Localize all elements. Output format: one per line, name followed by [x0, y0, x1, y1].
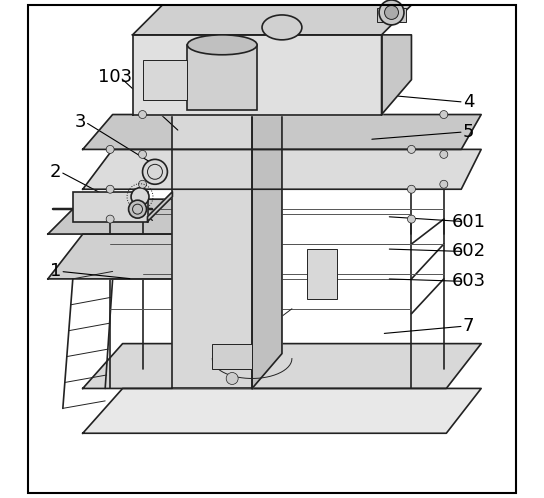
Text: 3: 3: [75, 113, 86, 131]
Polygon shape: [133, 35, 381, 115]
Circle shape: [106, 145, 114, 153]
Polygon shape: [83, 388, 481, 433]
Polygon shape: [83, 149, 481, 189]
Text: 103: 103: [98, 68, 132, 86]
Bar: [187, 45, 257, 110]
Polygon shape: [172, 115, 252, 388]
Text: 7: 7: [463, 317, 474, 335]
Bar: [307, 249, 337, 299]
Bar: [212, 344, 252, 369]
Text: 603: 603: [452, 272, 486, 290]
Polygon shape: [252, 115, 282, 388]
Bar: [73, 192, 147, 222]
Polygon shape: [48, 234, 242, 279]
Circle shape: [385, 5, 399, 19]
Polygon shape: [133, 5, 411, 35]
Polygon shape: [83, 344, 481, 388]
Circle shape: [139, 111, 146, 119]
Text: 4: 4: [463, 93, 474, 111]
Circle shape: [226, 373, 238, 384]
Circle shape: [143, 159, 168, 184]
Bar: [143, 60, 187, 100]
Text: 602: 602: [452, 243, 486, 260]
Circle shape: [440, 150, 448, 158]
Circle shape: [131, 188, 149, 206]
Circle shape: [106, 215, 114, 223]
Circle shape: [407, 215, 416, 223]
Text: 601: 601: [452, 213, 486, 231]
Polygon shape: [48, 199, 242, 234]
Text: 1: 1: [50, 262, 61, 280]
Polygon shape: [147, 192, 172, 222]
Circle shape: [407, 185, 416, 193]
Circle shape: [407, 145, 416, 153]
Circle shape: [106, 185, 114, 193]
Circle shape: [440, 180, 448, 188]
Polygon shape: [83, 115, 481, 149]
Circle shape: [440, 111, 448, 119]
Ellipse shape: [262, 15, 302, 40]
Ellipse shape: [187, 35, 257, 55]
Circle shape: [139, 180, 146, 188]
Polygon shape: [381, 35, 411, 115]
Text: 5: 5: [463, 123, 474, 141]
Circle shape: [139, 150, 146, 158]
Circle shape: [128, 200, 146, 218]
Bar: [376, 8, 406, 22]
Text: 2: 2: [50, 163, 61, 181]
Circle shape: [379, 0, 404, 25]
